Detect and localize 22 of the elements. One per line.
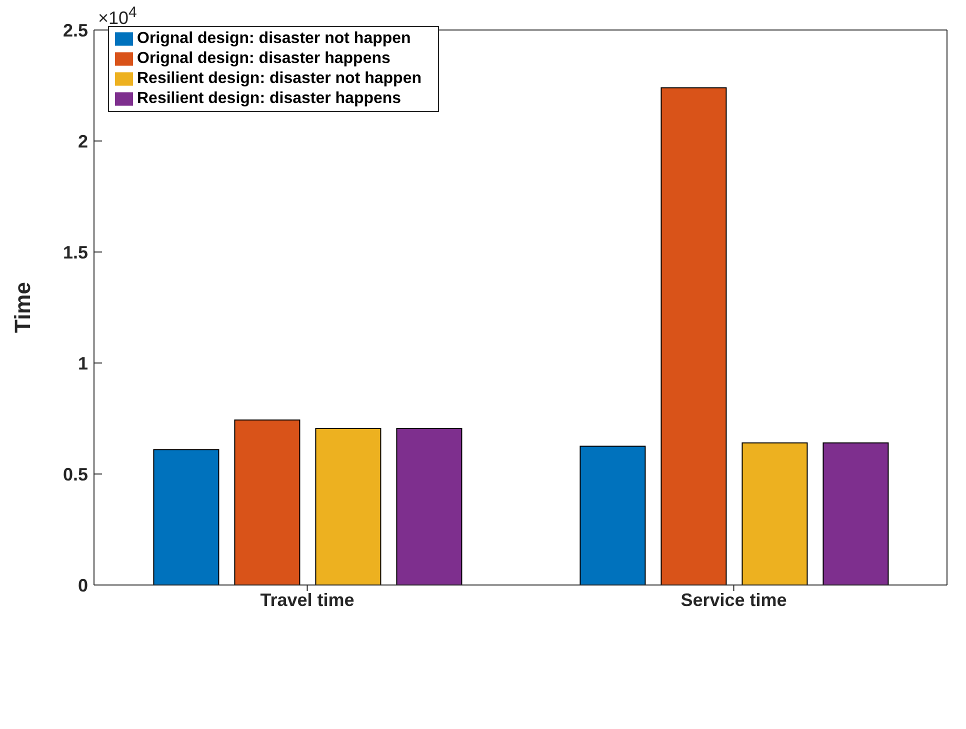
- text: ×10$^{4}$: [98, 4, 137, 29]
- bar: [315, 428, 382, 585]
- bar: [234, 420, 300, 585]
- x-tick-label: Travel time: [260, 590, 354, 610]
- y-tick-label: 1: [78, 353, 88, 374]
- y-tick-label: 2: [78, 131, 88, 152]
- legend-label: Resilient design: disaster not happen: [137, 70, 422, 87]
- x-tick-label: Service time: [680, 590, 787, 610]
- bar: [742, 442, 808, 585]
- y-tick-label: 0: [78, 575, 88, 596]
- y-tick-label: 0.5: [62, 464, 88, 484]
- y-tick-label: 2.5: [62, 20, 88, 40]
- legend-label: Resilient design: disaster happens: [137, 90, 402, 107]
- bar: [580, 446, 646, 585]
- bar: [153, 449, 220, 585]
- y-axis-title: Time: [10, 282, 35, 333]
- legend-label: Orignal design: disaster not happen: [137, 30, 411, 47]
- bar: [822, 442, 889, 585]
- legend-label: Orignal design: disaster happens: [137, 50, 390, 67]
- bar: [660, 87, 727, 585]
- bar: [396, 428, 462, 585]
- y-tick-label: 1.5: [62, 242, 88, 262]
